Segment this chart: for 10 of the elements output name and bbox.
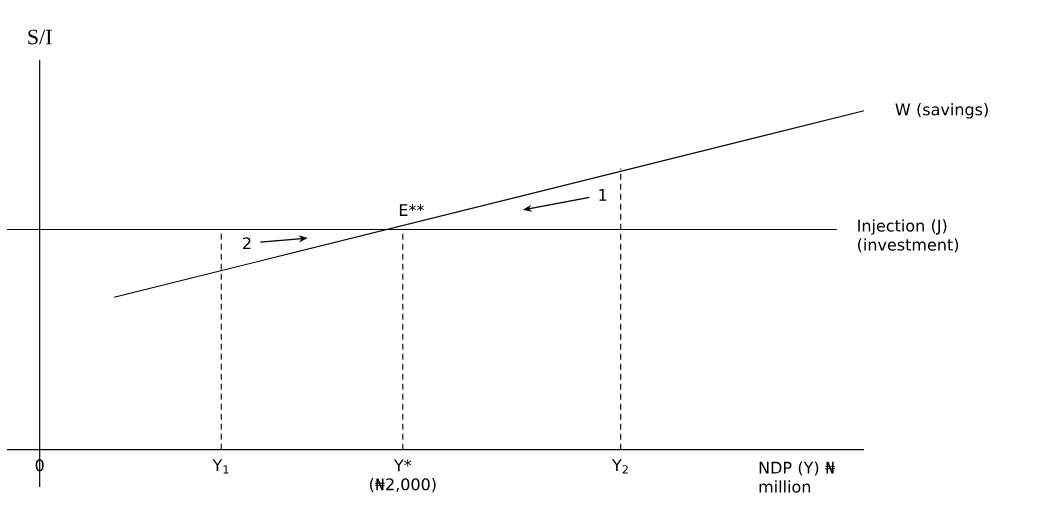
annotation: 1 [599,189,607,201]
series-label: W (savings) [895,103,988,119]
annotation: 2 [243,237,251,250]
series-label: Injection (J) (investment) [858,219,959,253]
annotation: Y$_{1}$ [212,459,229,474]
x-tick-label: Y* (₦2,000) [369,459,436,493]
annotation: Y$_{2}$ [611,459,628,474]
y-axis-title: S/I [28,29,52,45]
annotation: E** [399,204,424,216]
x-axis-title: NDP (Y) ₦ million [759,461,835,493]
